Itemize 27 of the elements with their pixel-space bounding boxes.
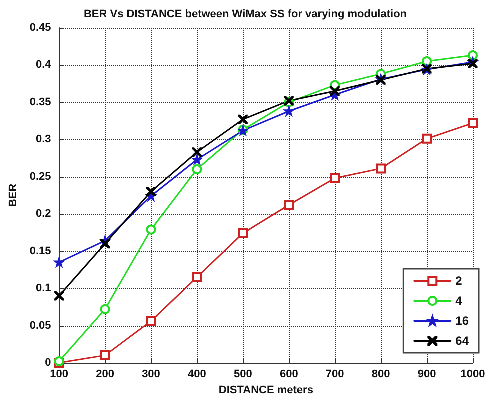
x-tick-label: 200 <box>96 368 114 380</box>
legend-label: 4 <box>456 294 463 308</box>
x-tick-label: 600 <box>280 368 298 380</box>
y-tick-label: 0.35 <box>30 96 52 108</box>
y-tick-label: 0.1 <box>36 282 52 295</box>
x-tick-label: 700 <box>326 368 344 380</box>
legend-label: 64 <box>456 334 470 348</box>
y-tick-label: 0.2 <box>36 208 52 220</box>
x-tick-label: 800 <box>372 368 390 380</box>
x-tick-label: 300 <box>142 368 160 380</box>
x-tick-label: 400 <box>188 368 206 380</box>
x-axis-title: DISTANCE meters <box>218 384 314 396</box>
y-tick-label: 0 <box>45 357 52 369</box>
legend-label: 2 <box>456 274 463 288</box>
y-axis-title: BER <box>8 184 20 208</box>
legend-label: 16 <box>456 314 470 328</box>
y-tick-label: 0.4 <box>36 59 52 72</box>
y-tick-label: 0.45 <box>30 22 52 34</box>
y-tick-label: 0.05 <box>30 320 52 332</box>
x-tick-label: 500 <box>234 368 252 380</box>
chart-title: BER Vs DISTANCE between WiMax SS for varying modulation <box>84 8 408 20</box>
x-tick-label: 1000 <box>460 368 486 380</box>
y-tick-label: 0.3 <box>36 134 52 146</box>
x-tick-label: 100 <box>50 368 68 380</box>
x-tick-label: 900 <box>418 368 436 380</box>
y-tick-label: 0.15 <box>30 245 52 258</box>
y-tick-label: 0.25 <box>30 170 52 183</box>
